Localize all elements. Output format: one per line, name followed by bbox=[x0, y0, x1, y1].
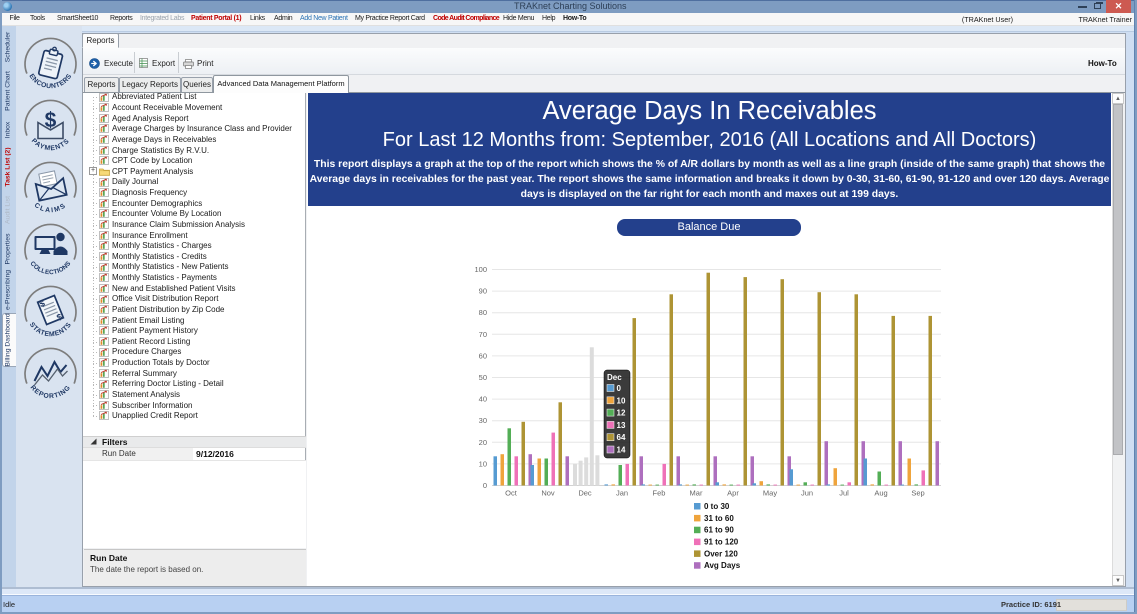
svg-text:$: $ bbox=[38, 298, 46, 309]
svg-text:Feb: Feb bbox=[653, 489, 666, 498]
svg-text:Avg Days: Avg Days bbox=[704, 561, 741, 570]
svg-text:80: 80 bbox=[479, 308, 487, 317]
svg-text:13: 13 bbox=[617, 421, 626, 430]
svg-text:70: 70 bbox=[479, 330, 487, 339]
svg-text:Aug: Aug bbox=[874, 489, 887, 498]
svg-text:64: 64 bbox=[617, 433, 626, 442]
svg-text:30: 30 bbox=[479, 416, 487, 425]
svg-text:0 to 30: 0 to 30 bbox=[704, 502, 730, 511]
svg-text:Apr: Apr bbox=[727, 489, 739, 498]
svg-text:$: $ bbox=[55, 312, 63, 323]
svg-text:REPORTING: REPORTING bbox=[29, 384, 73, 400]
svg-text:90: 90 bbox=[479, 287, 487, 296]
svg-text:Jun: Jun bbox=[801, 489, 813, 498]
svg-text:Jul: Jul bbox=[839, 489, 849, 498]
svg-text:PAYMENTS: PAYMENTS bbox=[30, 137, 71, 152]
svg-text:50: 50 bbox=[479, 373, 487, 382]
svg-text:Mar: Mar bbox=[690, 489, 703, 498]
svg-text:Over 120: Over 120 bbox=[704, 549, 738, 558]
svg-text:Dec: Dec bbox=[578, 489, 592, 498]
svg-text:Nov: Nov bbox=[541, 489, 555, 498]
svg-text:CLAIMS: CLAIMS bbox=[33, 202, 68, 214]
svg-text:Jan: Jan bbox=[616, 489, 628, 498]
svg-text:COLLECTIONS: COLLECTIONS bbox=[28, 260, 72, 277]
svg-text:60: 60 bbox=[479, 351, 487, 360]
svg-text:STATEMENTS: STATEMENTS bbox=[28, 321, 73, 338]
svg-text:12: 12 bbox=[617, 409, 626, 418]
svg-text:91 to 120: 91 to 120 bbox=[704, 538, 739, 547]
svg-text:Dec: Dec bbox=[607, 373, 622, 382]
svg-text:14: 14 bbox=[617, 446, 626, 455]
svg-text:100: 100 bbox=[474, 265, 487, 274]
svg-text:61 to 90: 61 to 90 bbox=[704, 526, 734, 535]
svg-text:10: 10 bbox=[617, 396, 626, 405]
svg-text:$: $ bbox=[45, 109, 57, 132]
svg-text:0: 0 bbox=[483, 481, 487, 490]
svg-text:40: 40 bbox=[479, 395, 487, 404]
svg-text:10: 10 bbox=[479, 459, 487, 468]
svg-text:31 to 60: 31 to 60 bbox=[704, 514, 734, 523]
svg-text:Oct: Oct bbox=[505, 489, 518, 498]
svg-text:May: May bbox=[763, 489, 777, 498]
svg-text:0: 0 bbox=[617, 384, 622, 393]
svg-text:Sep: Sep bbox=[911, 489, 924, 498]
svg-text:20: 20 bbox=[479, 438, 487, 447]
